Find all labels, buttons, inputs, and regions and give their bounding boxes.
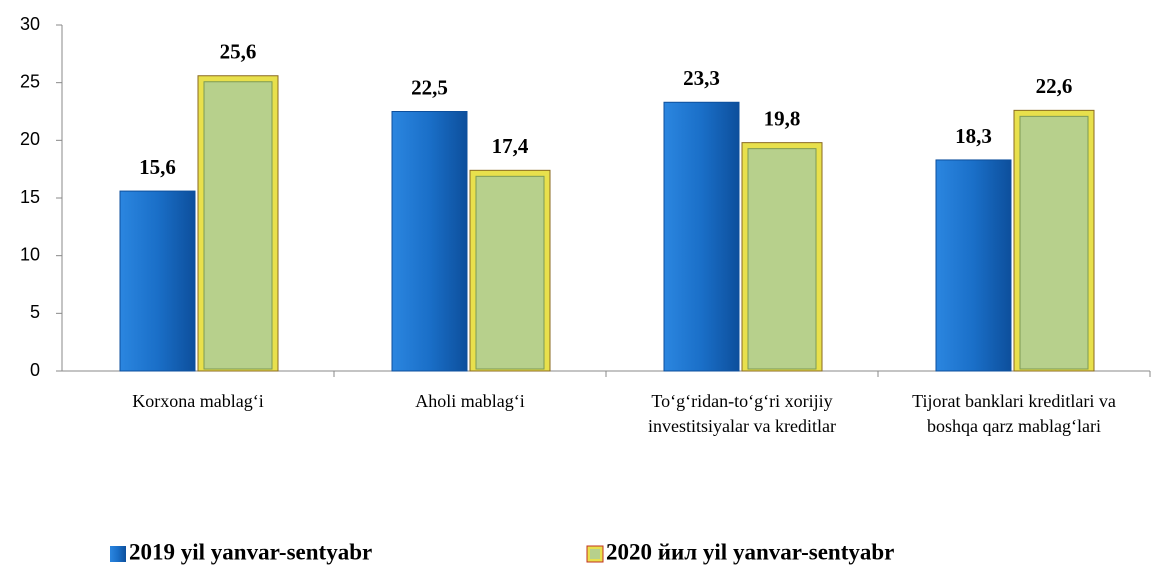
legend-swatch: [110, 546, 126, 562]
data-label: 19,8: [764, 106, 801, 130]
bar: [663, 101, 740, 372]
legend-label: 2020 йил yil yanvar-sentyabr: [606, 539, 894, 564]
data-label: 23,3: [683, 66, 720, 90]
data-label: 22,6: [1036, 74, 1073, 98]
y-tick-label: 30: [20, 14, 40, 34]
bar-inner: [203, 81, 273, 370]
data-label: 17,4: [492, 134, 529, 158]
y-tick-label: 10: [20, 244, 40, 264]
y-tick-label: 25: [20, 71, 40, 91]
y-tick-label: 15: [20, 187, 40, 207]
bar-inner: [1019, 115, 1089, 370]
data-label: 22,5: [411, 75, 448, 99]
y-tick-label: 0: [30, 360, 40, 380]
x-tick-label: Tijorat banklari kreditlari va boshqa qa…: [912, 391, 1116, 436]
bar-inner: [475, 175, 545, 370]
y-tick-label: 20: [20, 129, 40, 149]
bar: [935, 159, 1012, 372]
data-label: 15,6: [139, 155, 176, 179]
bar: [391, 111, 468, 372]
x-tick-label: To‘g‘ridan-to‘g‘ri xorijiy investitsiyal…: [648, 391, 836, 436]
legend-label: 2019 yil yanvar-sentyabr: [129, 539, 372, 564]
x-tick-label: Korxona mablag‘i: [132, 391, 264, 411]
x-tick-label: Aholi mablag‘i: [415, 391, 525, 411]
y-tick-label: 5: [30, 302, 40, 322]
data-label: 25,6: [220, 40, 257, 64]
bar-inner: [747, 148, 817, 370]
legend-swatch-inner: [590, 549, 600, 559]
data-label: 18,3: [955, 124, 992, 148]
bar: [119, 190, 196, 372]
